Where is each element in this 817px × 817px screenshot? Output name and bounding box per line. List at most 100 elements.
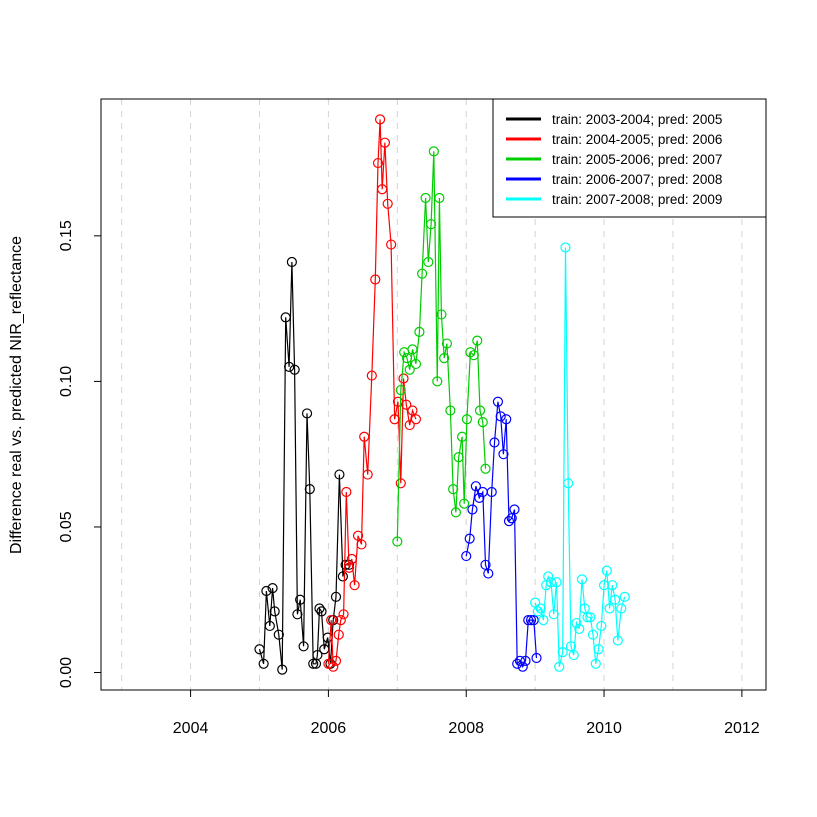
data-point: [453, 451, 464, 463]
data-point: [286, 256, 297, 268]
data-point: [523, 615, 534, 626]
data-point: [337, 571, 348, 582]
data-point: [486, 486, 497, 498]
data-point: [273, 629, 284, 640]
data-point: [407, 344, 418, 355]
data-point: [590, 658, 601, 669]
data-point: [554, 661, 565, 672]
data-point: [254, 644, 265, 655]
legend-label: train: 2007-2008; pred: 2009: [552, 192, 722, 207]
legend-label: train: 2006-2007; pred: 2008: [552, 172, 722, 187]
legend-label: train: 2003-2004; pred: 2005: [552, 112, 722, 127]
x-tick-label: 2006: [311, 720, 347, 737]
data-point: [425, 219, 437, 230]
y-axis-label: Difference real vs. predicted NIR_reflec…: [8, 236, 25, 554]
data-point: [264, 620, 275, 632]
data-point: [280, 312, 291, 323]
data-point: [548, 609, 559, 620]
data-point: [407, 405, 418, 416]
series: [530, 242, 630, 672]
data-point: [261, 585, 272, 597]
data-point: [295, 594, 306, 605]
data-point: [356, 539, 367, 550]
data-point: [576, 574, 588, 585]
data-point: [582, 612, 593, 623]
data-point: [480, 463, 491, 474]
data-point: [474, 492, 485, 503]
data-point: [334, 469, 345, 480]
data-point: [414, 326, 425, 338]
data-point: [563, 478, 574, 489]
data-point: [304, 484, 315, 495]
data-point: [301, 408, 313, 419]
data-point: [585, 612, 596, 623]
data-point: [598, 580, 610, 591]
data-point: [410, 414, 422, 425]
data-point: [401, 399, 412, 410]
data-point: [330, 655, 342, 666]
data-point: [298, 641, 309, 652]
data-point: [362, 469, 373, 480]
data-point: [312, 649, 323, 661]
data-point: [341, 486, 352, 498]
data-point: [528, 615, 539, 626]
data-point: [503, 516, 515, 527]
data-point: [465, 347, 476, 358]
data-point: [379, 137, 391, 148]
data-point: [501, 414, 512, 425]
data-point: [395, 385, 406, 396]
data-point: [498, 449, 509, 460]
data-point: [326, 615, 337, 626]
data-point: [495, 411, 506, 422]
series-line: [465, 401, 538, 669]
data-point: [434, 192, 445, 204]
data-point: [372, 157, 384, 169]
data-point: [520, 655, 531, 666]
data-point: [349, 580, 360, 591]
data-point: [517, 661, 528, 672]
data-point: [330, 591, 342, 602]
data-point: [366, 370, 377, 381]
x-tick-label: 2008: [448, 720, 484, 737]
data-point: [459, 498, 470, 509]
data-point: [439, 353, 450, 364]
data-point: [441, 338, 453, 349]
data-point: [551, 577, 562, 588]
y-tick-label: 0.05: [58, 511, 75, 542]
data-point: [404, 419, 415, 431]
data-point: [477, 417, 488, 428]
data-point: [596, 620, 607, 632]
data-point: [382, 198, 393, 209]
data-point: [328, 661, 339, 672]
data-point: [492, 396, 504, 407]
data-point: [464, 533, 475, 544]
data-point: [401, 353, 413, 364]
data-point: [574, 623, 585, 634]
data-point: [568, 649, 579, 661]
data-point: [531, 652, 542, 664]
data-point: [467, 504, 478, 515]
series-line: [258, 261, 350, 670]
series: [392, 146, 491, 547]
data-point: [470, 481, 481, 492]
data-point: [483, 568, 494, 579]
data-point: [314, 603, 325, 614]
data-point: [352, 530, 364, 541]
data-point: [601, 565, 612, 576]
data-point: [532, 606, 544, 617]
series: [323, 114, 422, 672]
data-point: [423, 256, 434, 268]
data-point: [607, 580, 618, 591]
data-point: [468, 350, 479, 361]
data-point: [420, 192, 431, 204]
data-point: [277, 664, 288, 675]
data-point: [346, 553, 357, 565]
data-point: [445, 405, 456, 416]
data-point: [392, 536, 403, 547]
data-point: [604, 603, 615, 614]
x-tick-label: 2004: [173, 720, 209, 737]
data-point: [609, 594, 621, 605]
data-point: [335, 615, 346, 626]
series-line: [327, 119, 417, 667]
